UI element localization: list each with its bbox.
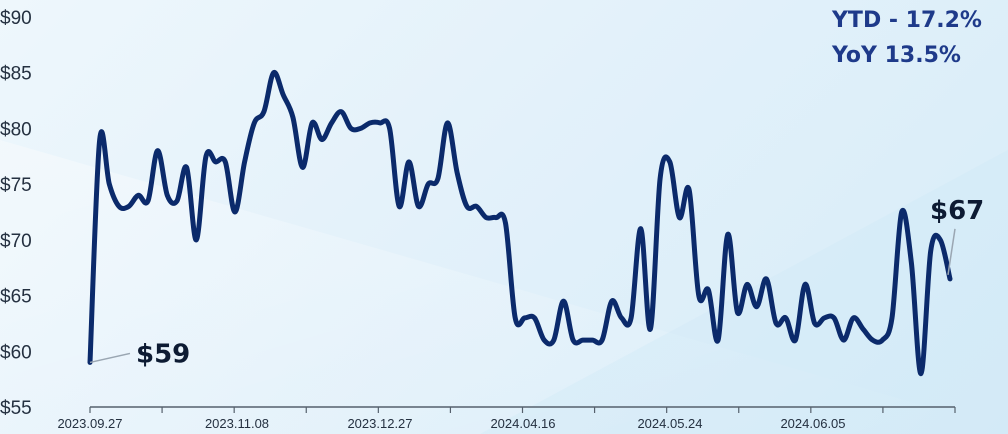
x-tick-label: 2023.09.27: [57, 416, 122, 431]
x-tick-label: 2024.05.24: [637, 416, 702, 431]
y-tick-label: $55: [0, 398, 32, 419]
start-annotation: $59: [89, 339, 190, 369]
end-leader-line: [947, 228, 956, 275]
y-tick-label: $75: [0, 175, 32, 196]
series-layer: [87, 70, 953, 377]
x-tick-label: 2023.11.08: [205, 416, 269, 431]
y-tick-label: $90: [0, 8, 32, 29]
background-band: [0, 140, 1008, 434]
y-tick-label: $85: [0, 64, 32, 85]
x-tick-label: 2023.12.27: [347, 416, 412, 431]
y-tick-label: $65: [0, 287, 32, 308]
ytd-stat: YTD - 17.2%: [831, 8, 982, 33]
y-axis: $55 $60 $65 $70 $75 $80 $85 $90: [0, 8, 32, 419]
start-value-label: $59: [136, 339, 190, 369]
end-annotation: $67: [930, 196, 984, 275]
end-value-label: $67: [930, 196, 984, 226]
stats-box: YTD - 17.2% YoY 13.5%: [831, 8, 982, 68]
y-tick-label: $60: [0, 342, 32, 363]
x-tick-label: 2024.06.05: [780, 416, 845, 431]
y-tick-label: $70: [0, 231, 32, 252]
yoy-stat: YoY 13.5%: [831, 43, 961, 68]
price-series-line: [87, 70, 953, 377]
x-tick-label: 2024.04.16: [490, 416, 555, 431]
y-tick-label: $80: [0, 119, 32, 140]
start-leader-line: [89, 352, 131, 364]
x-axis: 2023.09.27 2023.11.08 2023.12.27 2024.04.16…: [57, 406, 956, 431]
